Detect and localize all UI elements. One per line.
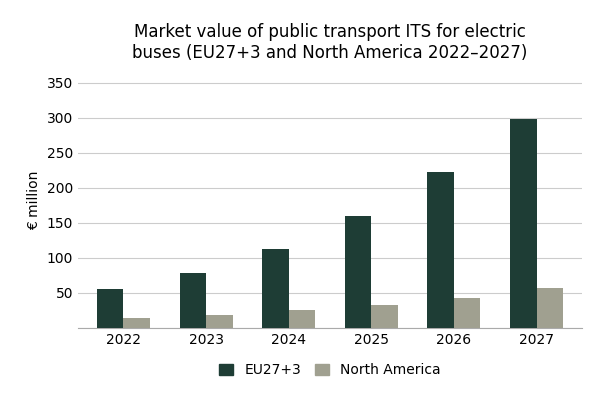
Bar [262, 249, 289, 328]
Y-axis label: € million: € million [27, 170, 41, 230]
Bar [427, 172, 454, 328]
Bar [206, 315, 233, 328]
Bar [510, 119, 536, 328]
Bar [97, 290, 124, 328]
Legend: EU27+3, North America: EU27+3, North America [220, 363, 440, 377]
Bar [124, 318, 150, 328]
Bar [179, 273, 206, 328]
Bar [345, 216, 371, 328]
Bar [536, 288, 563, 328]
Title: Market value of public transport ITS for electric
buses (EU27+3 and North Americ: Market value of public transport ITS for… [133, 23, 527, 62]
Bar [371, 305, 398, 328]
Bar [289, 310, 315, 328]
Bar [454, 298, 481, 328]
